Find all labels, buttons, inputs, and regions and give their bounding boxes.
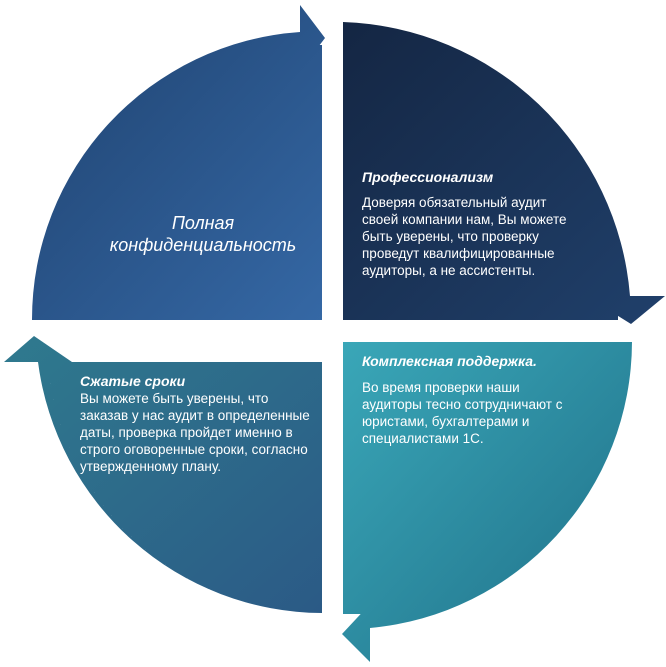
support-body: Во время проверки наши аудиторы тесно со… — [362, 380, 563, 446]
support-title: Комплексная поддержка. — [362, 353, 537, 369]
section-complex-support: Комплексная поддержка. Во время проверки… — [362, 352, 572, 447]
quadrant-bottom-left — [4, 336, 322, 614]
professionalism-body: Доверяя обязательный аудит своей компани… — [362, 195, 567, 278]
center-title-confidentiality: Полная конфиденциальность — [109, 213, 297, 255]
deadlines-body: Вы можете быть уверены, что заказав у на… — [80, 391, 310, 474]
quadrant-bottom-right — [342, 342, 632, 662]
section-professionalism: Профессионализм Доверяя обязательный ауд… — [362, 168, 582, 279]
quadrant-top-right — [343, 22, 665, 324]
quadrant-top-left — [31, 5, 326, 320]
section-tight-deadlines: Сжатые сроки Вы можете быть уверены, что… — [80, 372, 320, 475]
professionalism-title: Профессионализм — [362, 169, 494, 185]
deadlines-title: Сжатые сроки — [80, 373, 186, 389]
